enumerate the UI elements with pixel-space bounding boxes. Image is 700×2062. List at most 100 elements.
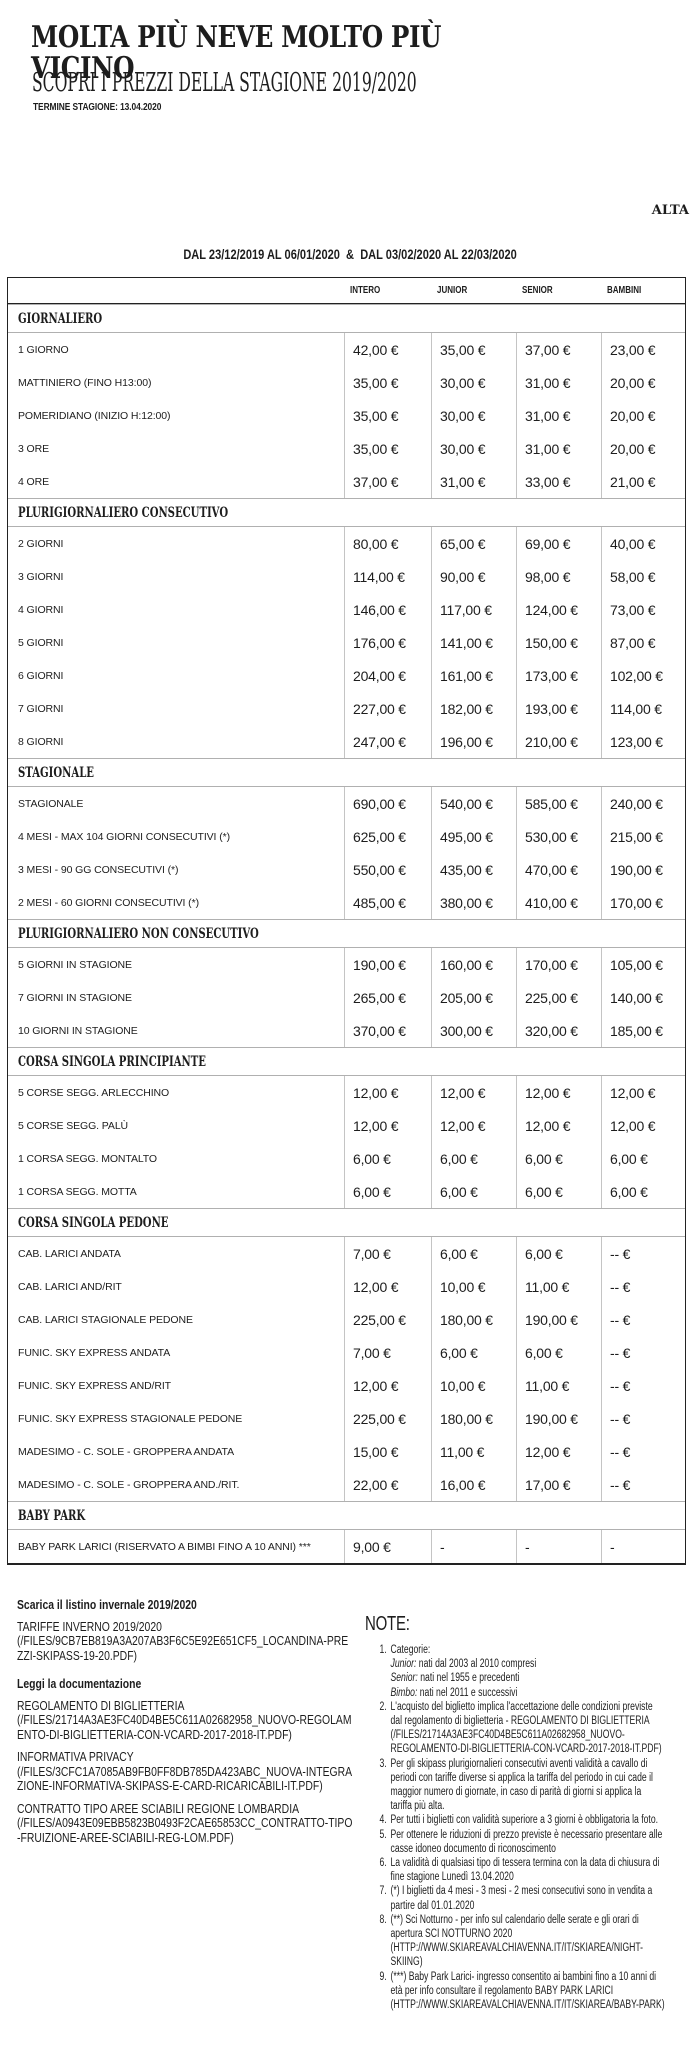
note-subline-lead: Bimbo: [390, 1686, 418, 1699]
table-row: 5 GIORNI 176,00 €141,00 €150,00 €87,00 € [8, 626, 685, 659]
table-row: FUNIC. SKY EXPRESS AND/RIT 12,00 €10,00 €… [8, 1369, 685, 1402]
price-cell: 123,00 € [601, 725, 684, 758]
table-row: STAGIONALE 690,00 €540,00 €585,00 €240,00… [8, 787, 685, 820]
row-label: 6 GIORNI [18, 669, 64, 682]
table-row: 2 MESI - 60 GIORNI CONSECUTIVI (*) 485,00… [8, 886, 685, 919]
price-cell: 9,00 € [344, 1530, 431, 1563]
section-header-label: CORSA SINGOLA PRINCIPIANTE [18, 1054, 206, 1070]
price-cell: 11,00 € [516, 1369, 601, 1402]
note-number: 4. [379, 1814, 387, 1827]
note-item: 3. Per gli skipass plurigiornalieri conse… [365, 1757, 665, 1814]
row-label: 3 GIORNI [18, 570, 64, 583]
note-inline-link[interactable]: REGOLAMENTO DI BIGLIETTERIA (/FILES/2171… [390, 1715, 662, 1756]
price-cell: 190,00 € [344, 948, 431, 981]
price-cell: 190,00 € [601, 853, 684, 886]
price-cell: 6,00 € [516, 1175, 601, 1208]
price-cell: 141,00 € [431, 626, 516, 659]
download-link[interactable]: INFORMATIVA PRIVACY (/FILES/3CFC1A7085AB9… [17, 1749, 353, 1794]
price-cell: 12,00 € [344, 1270, 431, 1303]
price-cell: 80,00 € [344, 527, 431, 560]
table-row: BABY PARK LARICI (RISERVATO A BIMBI FINO… [8, 1530, 685, 1563]
price-cell: 6,00 € [431, 1237, 516, 1270]
note-item: 2. L'acquisto del biglietto implica l'acc… [365, 1700, 665, 1757]
price-cell: 124,00 € [516, 593, 601, 626]
download-link-label: CONTRATTO TIPO AREE SCIABILI REGIONE LOM… [17, 1800, 300, 1816]
table-row: CAB. LARICI STAGIONALE PEDONE 225,00 €180… [8, 1303, 685, 1336]
price-cell: - [516, 1530, 601, 1563]
section-header-label: GIORNALIERO [18, 311, 103, 327]
note-inline-link[interactable]: SCI NOTTURNO 2020 (HTTP://WWW.SKIAREAVAL… [390, 1928, 644, 1969]
price-cell: 227,00 € [344, 692, 431, 725]
price-cell: - [601, 1530, 684, 1563]
price-cell: 173,00 € [516, 659, 601, 692]
section-header: GIORNALIERO [8, 304, 685, 333]
price-cell: - [431, 1530, 516, 1563]
table-row: 8 GIORNI 247,00 €196,00 €210,00 €123,00 € [8, 725, 685, 758]
price-cell: 161,00 € [431, 659, 516, 692]
price-cell: 530,00 € [516, 820, 601, 853]
price-cell: 140,00 € [601, 981, 684, 1014]
column-header-label: SENIOR [522, 285, 553, 296]
section-header: STAGIONALE [8, 758, 685, 787]
row-label: MATTINIERO (FINO H13:00) [18, 376, 152, 389]
row-label: FUNIC. SKY EXPRESS ANDATA [18, 1346, 171, 1359]
note-number: 8. [379, 1913, 387, 1926]
price-cell: 10,00 € [431, 1369, 516, 1402]
price-cell: 204,00 € [344, 659, 431, 692]
price-cell: 31,00 € [516, 432, 601, 465]
price-cell: 12,00 € [344, 1076, 431, 1109]
price-cell: 12,00 € [516, 1435, 601, 1468]
row-label: 1 GIORNO [18, 343, 69, 356]
note-inline-link[interactable]: BABY PARK LARICI (HTTP://WWW.SKIAREAVALC… [390, 1984, 665, 2012]
price-cell: 6,00 € [601, 1175, 684, 1208]
note-item: 5. Per ottenere le riduzioni di prezzo pr… [365, 1828, 665, 1856]
price-cell: 58,00 € [601, 560, 684, 593]
column-header-intero: INTERO [344, 285, 431, 296]
price-cell: 114,00 € [601, 692, 684, 725]
download-link-url: (/FILES/3CFC1A7085AB9FB0FF8DB785DA423ABC… [17, 1763, 353, 1793]
row-label: 4 ORE [18, 475, 50, 488]
table-row: FUNIC. SKY EXPRESS ANDATA 7,00 €6,00 €6,0… [8, 1336, 685, 1369]
table-row: 10 GIORNI IN STAGIONE 370,00 €300,00 €320… [8, 1014, 685, 1047]
price-cell: 146,00 € [344, 593, 431, 626]
price-cell: 10,00 € [431, 1270, 516, 1303]
column-header-junior: JUNIOR [431, 285, 516, 296]
section-header-label: PLURIGIORNALIERO NON CONSECUTIVO [18, 926, 259, 942]
price-cell: 176,00 € [344, 626, 431, 659]
note-number: 3. [379, 1757, 387, 1770]
download-link[interactable]: CONTRATTO TIPO AREE SCIABILI REGIONE LOM… [17, 1800, 353, 1846]
download-link[interactable]: REGOLAMENTO DI BIGLIETTERIA (/FILES/21714… [17, 1697, 353, 1743]
table-row: 3 GIORNI 114,00 €90,00 €98,00 €58,00 € [8, 560, 685, 593]
note-number: 5. [379, 1828, 387, 1841]
row-label: STAGIONALE [18, 797, 84, 810]
table-row: 5 GIORNI IN STAGIONE 190,00 €160,00 €170,… [8, 948, 685, 981]
row-label: CAB. LARICI AND/RIT [18, 1280, 122, 1293]
section-header: CORSA SINGOLA PRINCIPIANTE [8, 1047, 685, 1076]
download-link-label: REGOLAMENTO DI BIGLIETTERIA [17, 1697, 185, 1713]
note-segment: Per gli skipass plurigiornalieri consecu… [390, 1757, 653, 1813]
price-cell: 30,00 € [431, 366, 516, 399]
price-cell: 265,00 € [344, 981, 431, 1014]
note-item: 1. Categorie: Junior: nati dal 2003 al 201… [365, 1643, 665, 1700]
price-cell: 73,00 € [601, 593, 684, 626]
table-row: 3 ORE 35,00 €30,00 €31,00 €20,00 € [8, 432, 685, 465]
downloads-heading-documentazione: Leggi la documentazione [17, 1676, 142, 1691]
price-cell: 6,00 € [601, 1142, 684, 1175]
price-cell: 31,00 € [516, 399, 601, 432]
price-cell: 182,00 € [431, 692, 516, 725]
price-cell: 87,00 € [601, 626, 684, 659]
row-label: MADESIMO - C. SOLE - GROPPERA AND./RIT. [18, 1478, 240, 1491]
price-cell: 12,00 € [516, 1109, 601, 1142]
price-cell: 485,00 € [344, 886, 431, 919]
download-link[interactable]: TARIFFE INVERNO 2019/2020 (/FILES/9CB7EB8… [17, 1619, 353, 1664]
row-label: 7 GIORNI [18, 702, 64, 715]
note-text: Per tutti i biglietti con validità super… [391, 1813, 666, 1827]
column-header-bambini: BAMBINI [601, 285, 684, 296]
row-label: 7 GIORNI IN STAGIONE [18, 991, 132, 1004]
download-link-label: INFORMATIVA PRIVACY [17, 1749, 134, 1764]
price-cell: 117,00 € [431, 593, 516, 626]
table-row: 6 GIORNI 204,00 €161,00 €173,00 €102,00 € [8, 659, 685, 692]
note-subline-lead: Senior: [390, 1672, 418, 1685]
price-cell: 6,00 € [516, 1336, 601, 1369]
